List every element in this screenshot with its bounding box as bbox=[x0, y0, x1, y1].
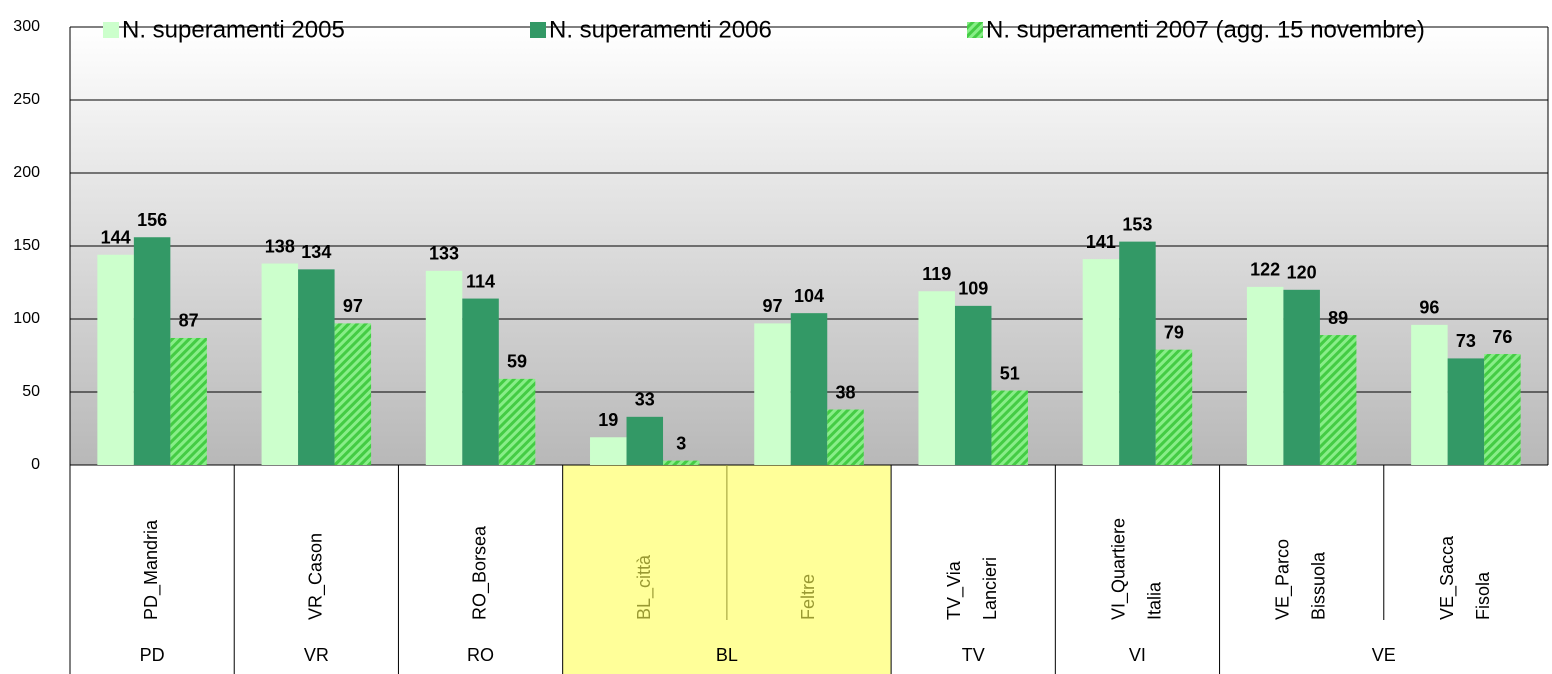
data-label: 114 bbox=[466, 271, 495, 291]
data-label: 76 bbox=[1492, 327, 1512, 347]
data-label: 133 bbox=[429, 244, 459, 264]
y-tick-label: 50 bbox=[22, 383, 40, 400]
y-tick-label: 300 bbox=[13, 18, 40, 35]
data-label: 138 bbox=[265, 236, 295, 256]
data-label: 59 bbox=[507, 352, 527, 372]
legend-swatch bbox=[530, 22, 546, 38]
x-tick-label: BL_città bbox=[634, 554, 655, 620]
data-label: 38 bbox=[835, 382, 855, 402]
group-label: VR bbox=[304, 645, 329, 665]
bar bbox=[298, 269, 335, 465]
x-tick-label: VE_Sacca Fisola bbox=[1437, 535, 1493, 620]
x-tick-label: Feltre bbox=[798, 574, 818, 620]
bar bbox=[954, 305, 992, 465]
x-tick-label: PD_Mandria bbox=[141, 519, 162, 620]
data-label: 144 bbox=[101, 228, 131, 248]
bar bbox=[261, 263, 299, 465]
group-label: PD bbox=[140, 645, 165, 665]
data-label: 19 bbox=[598, 410, 618, 430]
legend-label: N. superamenti 2006 bbox=[549, 16, 772, 43]
data-label: 89 bbox=[1328, 308, 1348, 328]
data-label: 134 bbox=[301, 242, 331, 262]
y-tick-label: 100 bbox=[13, 310, 40, 327]
legend-swatch bbox=[103, 22, 119, 38]
x-tick-label: TV_Via Lancieri bbox=[944, 557, 1000, 620]
bar bbox=[790, 313, 828, 465]
group-label: BL bbox=[716, 645, 738, 665]
bar bbox=[827, 409, 864, 465]
y-tick-label: 0 bbox=[31, 456, 40, 473]
data-label: 87 bbox=[179, 311, 199, 331]
bar bbox=[1411, 324, 1448, 465]
bar bbox=[334, 323, 372, 465]
group-label: VI bbox=[1129, 645, 1146, 665]
data-label: 79 bbox=[1164, 322, 1184, 342]
y-tick-label: 200 bbox=[13, 164, 40, 181]
x-tick-label: VR_Cason bbox=[305, 533, 326, 620]
data-label: 122 bbox=[1250, 260, 1280, 280]
data-label: 51 bbox=[1000, 363, 1020, 383]
data-label: 120 bbox=[1287, 263, 1317, 283]
bar bbox=[1119, 241, 1156, 465]
data-label: 97 bbox=[343, 296, 363, 316]
legend-label: N. superamenti 2005 bbox=[122, 16, 345, 43]
data-label: 73 bbox=[1456, 331, 1476, 351]
bar bbox=[1319, 335, 1357, 465]
bar bbox=[626, 416, 664, 465]
x-tick-label: VE_Parco Bissuola bbox=[1272, 539, 1328, 620]
bar bbox=[1082, 259, 1120, 465]
x-tick-label: VI_Quartiere Italia bbox=[1108, 518, 1164, 620]
bar bbox=[1246, 286, 1284, 465]
group-label: RO bbox=[467, 645, 494, 665]
bar bbox=[170, 337, 207, 465]
bar bbox=[590, 437, 627, 465]
legend-label: N. superamenti 2007 (agg. 15 novembre) bbox=[986, 16, 1425, 43]
bar bbox=[425, 270, 463, 465]
bar bbox=[754, 323, 791, 465]
data-label: 33 bbox=[635, 390, 655, 410]
bar bbox=[991, 390, 1028, 465]
bar bbox=[918, 291, 955, 465]
data-label: 3 bbox=[676, 433, 686, 453]
x-tick-label: RO_Borsea bbox=[469, 525, 490, 620]
group-label: VE bbox=[1372, 645, 1396, 665]
bar bbox=[1283, 289, 1320, 465]
data-label: 119 bbox=[922, 264, 951, 284]
data-label: 141 bbox=[1086, 232, 1116, 252]
bar bbox=[663, 460, 700, 465]
bar bbox=[498, 378, 536, 465]
y-tick-label: 250 bbox=[13, 91, 40, 108]
bar bbox=[1484, 354, 1521, 465]
data-label: 96 bbox=[1419, 298, 1439, 318]
bar bbox=[1155, 349, 1193, 465]
bar bbox=[97, 254, 134, 465]
data-label: 97 bbox=[762, 296, 782, 316]
data-label: 156 bbox=[137, 210, 167, 230]
y-tick-label: 150 bbox=[13, 237, 40, 254]
bar bbox=[462, 298, 499, 465]
legend-swatch bbox=[967, 22, 983, 38]
data-label: 104 bbox=[794, 286, 824, 306]
data-label: 109 bbox=[958, 279, 988, 299]
group-label: TV bbox=[962, 645, 985, 665]
bar bbox=[1447, 358, 1485, 465]
data-label: 153 bbox=[1122, 214, 1152, 234]
bar bbox=[133, 237, 171, 465]
